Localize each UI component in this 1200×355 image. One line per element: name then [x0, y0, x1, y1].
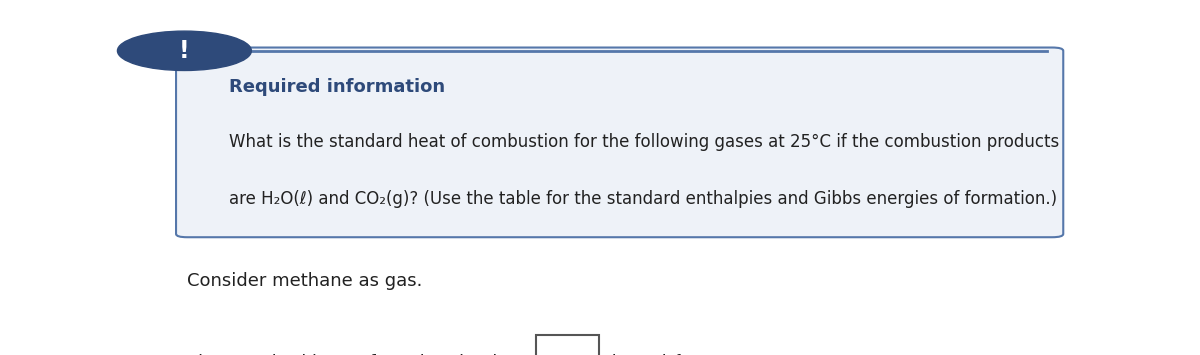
Text: Consider methane as gas.: Consider methane as gas.	[187, 272, 422, 290]
FancyBboxPatch shape	[176, 48, 1063, 237]
Text: !: !	[179, 39, 190, 63]
Bar	[536, 335, 599, 355]
Text: Required information: Required information	[229, 78, 445, 96]
Text: are H₂O(ℓ) and CO₂(g)? (Use the table for the standard enthalpies and Gibbs ener: are H₂O(ℓ) and CO₂(g)? (Use the table fo…	[229, 190, 1057, 208]
Text: The standard heat of combustion is –: The standard heat of combustion is –	[187, 354, 528, 355]
Circle shape	[118, 31, 251, 71]
Text: kJ·mol⁻¹.: kJ·mol⁻¹.	[606, 354, 689, 355]
Text: What is the standard heat of combustion for the following gases at 25°C if the c: What is the standard heat of combustion …	[229, 133, 1060, 151]
